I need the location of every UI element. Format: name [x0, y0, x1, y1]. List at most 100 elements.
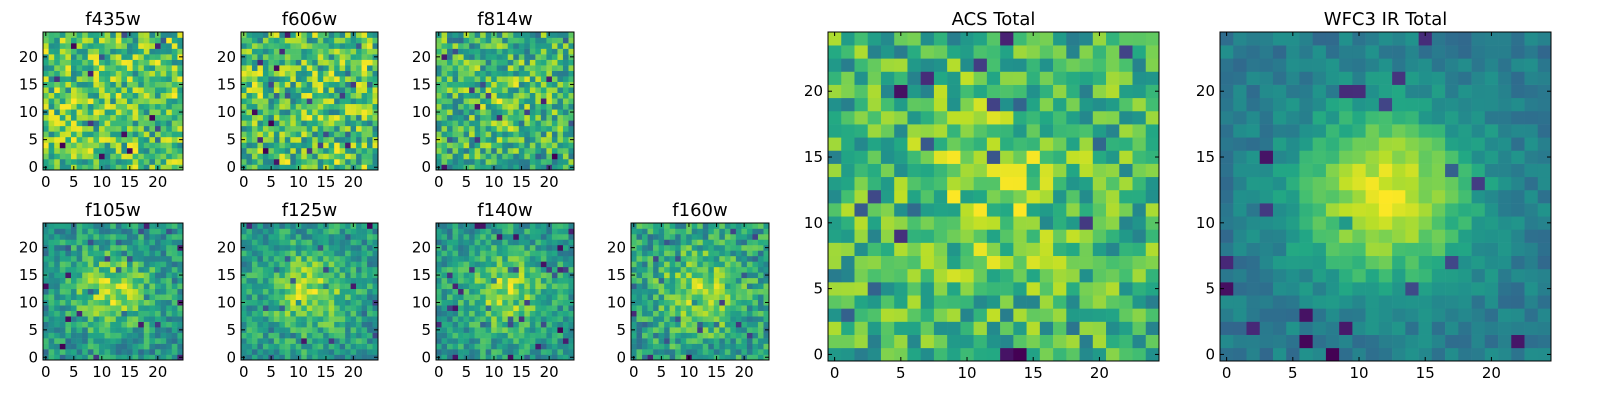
heatmap-cell: [907, 268, 921, 283]
heatmap-cell: [166, 109, 173, 116]
heatmap-cell: [452, 81, 459, 88]
heatmap-cell: [502, 233, 509, 240]
heatmap-cell: [551, 266, 558, 273]
heatmap-cell: [160, 321, 167, 328]
heatmap-cell: [257, 98, 264, 105]
heatmap-cell: [246, 76, 253, 82]
heatmap-cell: [273, 120, 280, 127]
heatmap-cell: [160, 103, 167, 110]
heatmap-cell: [290, 81, 297, 88]
heatmap-cell: [301, 321, 308, 328]
heatmap-cell: [290, 343, 297, 350]
heatmap-cell: [746, 316, 753, 322]
heatmap-cell: [546, 266, 553, 273]
heatmap-cell: [1132, 295, 1147, 309]
heatmap-cell: [312, 81, 319, 88]
heatmap-cell: [546, 158, 553, 165]
heatmap-cell: [708, 338, 715, 344]
heatmap-cell: [680, 277, 687, 284]
heatmap-cell: [675, 233, 681, 240]
heatmap-cell: [99, 125, 105, 132]
heatmap-cell: [680, 299, 687, 306]
heatmap-cell: [529, 98, 536, 105]
heatmap-cell: [708, 305, 715, 311]
heatmap-cell: [328, 158, 335, 165]
heatmap-cell: [268, 305, 275, 311]
heatmap-cell: [502, 142, 509, 149]
heatmap-cell: [290, 48, 297, 55]
heatmap-cell: [160, 76, 167, 82]
heatmap-cell: [155, 65, 161, 71]
heatmap-cell: [463, 87, 470, 94]
heatmap-cell: [647, 272, 654, 279]
heatmap-cell: [262, 131, 269, 138]
heatmap-cell: [1132, 334, 1147, 349]
heatmap-cell: [697, 244, 704, 251]
heatmap-cell: [562, 81, 569, 88]
heatmap-cell: [345, 120, 351, 127]
heatmap-cell: [312, 120, 319, 127]
heatmap-cell: [317, 272, 324, 279]
heatmap-cell: [557, 158, 564, 165]
heatmap-cell: [474, 255, 481, 262]
heatmap-cell: [104, 120, 111, 127]
heatmap-cell: [350, 283, 357, 290]
heatmap-cell: [71, 244, 77, 251]
heatmap-cell: [71, 87, 77, 94]
heatmap-cell: [334, 299, 340, 306]
heatmap-cell: [828, 189, 842, 204]
heatmap-cell: [763, 343, 770, 350]
heatmap-cell: [518, 305, 525, 311]
heatmap-cell: [540, 316, 547, 322]
heatmap-cell: [535, 54, 542, 60]
heatmap-cell: [535, 92, 542, 99]
heatmap-cell: [1106, 347, 1120, 362]
heatmap-cell: [93, 54, 100, 60]
heatmap-cell: [441, 109, 448, 116]
heatmap-cell: [284, 299, 291, 306]
y-tick-label: 20: [607, 239, 626, 257]
heatmap-cell: [268, 228, 275, 235]
heatmap-cell: [642, 343, 648, 350]
heatmap-cell: [317, 321, 324, 328]
heatmap-cell: [841, 255, 855, 270]
heatmap-cell: [557, 142, 564, 149]
heatmap-cell: [87, 316, 94, 322]
heatmap-cell: [1092, 242, 1107, 257]
heatmap-cell: [138, 147, 145, 154]
heatmap-cell: [708, 223, 715, 229]
heatmap-cell: [973, 295, 988, 309]
heatmap-cell: [1106, 203, 1120, 217]
heatmap-cell: [138, 43, 145, 49]
heatmap-cell: [469, 76, 475, 82]
heatmap-cell: [867, 295, 882, 309]
heatmap-cell: [82, 98, 89, 105]
heatmap-cell: [947, 347, 961, 362]
heatmap-cell: [535, 81, 542, 88]
heatmap-cell: [960, 203, 974, 217]
heatmap-cell: [669, 305, 676, 311]
heatmap-cell: [719, 277, 726, 284]
heatmap-cell: [518, 228, 525, 235]
heatmap-cell: [273, 87, 280, 94]
heatmap-cell: [513, 70, 520, 77]
heatmap-cell: [702, 343, 709, 350]
heatmap-cell: [54, 164, 61, 171]
heatmap-cell: [469, 327, 475, 333]
heatmap-cell: [241, 266, 247, 273]
heatmap-cell: [257, 120, 264, 127]
heatmap-cell: [312, 65, 319, 71]
heatmap-cell: [372, 98, 379, 105]
heatmap-cell: [529, 142, 536, 149]
heatmap-cell: [268, 109, 275, 116]
heatmap-cell: [441, 228, 448, 235]
heatmap-cell: [658, 255, 665, 262]
heatmap-cell: [99, 37, 105, 44]
heatmap-cell: [540, 327, 547, 333]
heatmap-cell: [631, 228, 637, 235]
heatmap-cell: [127, 158, 133, 165]
heatmap-cell: [138, 233, 145, 240]
heatmap-cell: [143, 32, 150, 38]
heatmap-cell: [121, 158, 128, 165]
heatmap-cell: [284, 43, 291, 49]
